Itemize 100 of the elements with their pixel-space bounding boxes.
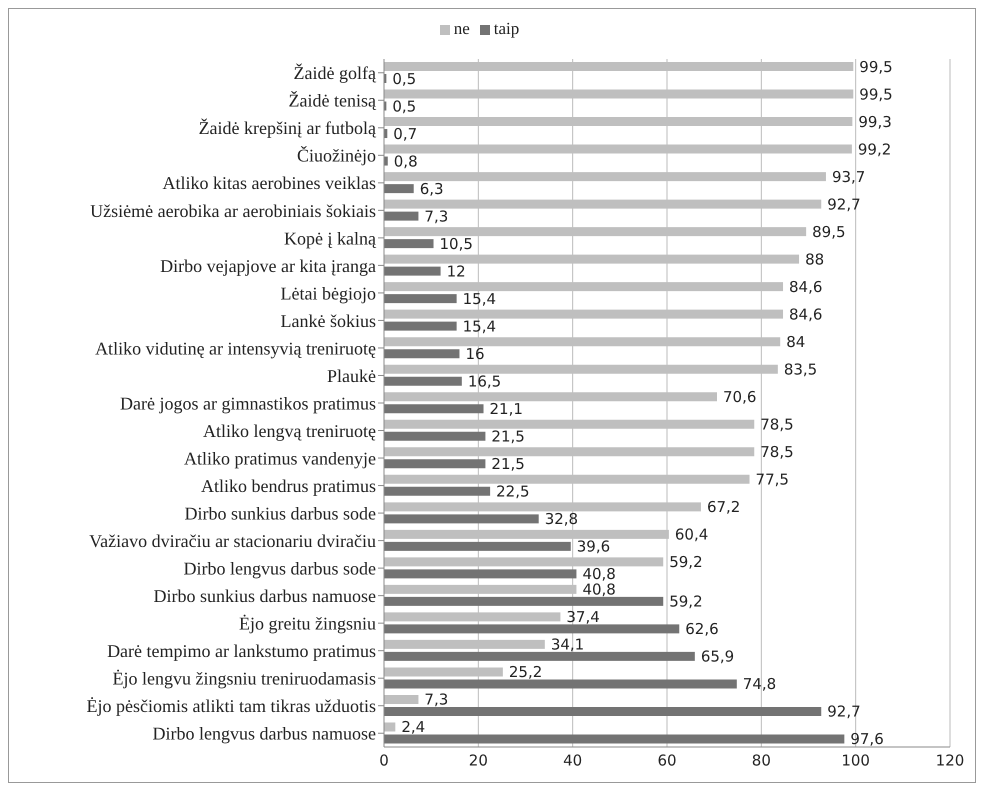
data-label: 99,2	[858, 140, 892, 158]
y-tick-label: Žaidė krepšinį ar futbolą	[198, 118, 378, 138]
data-label: 89,5	[812, 222, 846, 241]
data-label: 16,5	[468, 372, 502, 390]
y-tick-label: Važiavo dviračiu ar stacionariu dviračiu	[89, 530, 376, 551]
legend-label: ne	[454, 19, 470, 38]
bar	[384, 706, 822, 716]
y-tick-label: Atliko vidutinę ar intensyvią treniruotę	[95, 338, 376, 358]
data-label: 34,1	[550, 636, 584, 654]
data-label: 70,6	[722, 388, 756, 406]
data-label: 37,4	[566, 608, 600, 626]
data-label: 21,1	[490, 400, 523, 418]
y-tick-label: Plaukė	[327, 366, 376, 386]
data-label: 99,3	[858, 112, 892, 131]
y-tick-label: Dirbo lengvus darbus namuose	[152, 724, 376, 744]
y-tick-label: Dirbo lengvus darbus sode	[184, 558, 376, 579]
bar	[384, 596, 664, 606]
bar	[384, 569, 576, 578]
data-label: 84,6	[789, 305, 822, 324]
data-label: 21,5	[491, 455, 525, 474]
y-tick-label: Darė tempimo ar lankstumo pratimus	[107, 641, 376, 662]
y-tick-label: Kopė į kalną	[284, 228, 378, 248]
data-label: 97,6	[850, 730, 884, 748]
data-label: 16	[465, 344, 485, 363]
y-tick-label: Ėjo greitu žingsniu	[239, 614, 376, 634]
y-tick-label: Darė jogos ar gimnastikos pratimus	[120, 393, 376, 414]
x-tick-label: 0	[379, 752, 389, 770]
y-tick-label: Lėtai bėgiojo	[280, 283, 376, 304]
data-label: 0,5	[392, 97, 416, 116]
data-label: 7,3	[424, 690, 448, 709]
data-label: 0,7	[393, 124, 418, 143]
bar	[384, 722, 396, 732]
data-label: 6,3	[420, 180, 444, 198]
y-tick-label: Ėjo lengvu žingsniu treniruodamasis	[112, 668, 376, 689]
data-label: 15,4	[462, 290, 496, 308]
data-label: 2,4	[401, 718, 426, 736]
x-tick-label: 100	[841, 752, 870, 770]
bar	[384, 349, 460, 358]
bar	[384, 432, 486, 441]
legend-label: taip	[494, 19, 520, 38]
bar	[384, 459, 486, 468]
bar	[384, 624, 680, 634]
x-tick-label: 80	[752, 752, 771, 770]
y-tick-label: Atliko kitas aerobines veiklas	[162, 173, 376, 194]
y-tick-label: Atliko bendrus pratimus	[201, 476, 376, 496]
y-tick-label: Lankė šokius	[280, 310, 376, 331]
data-label: 0,8	[394, 152, 418, 170]
data-label: 88	[805, 250, 824, 268]
data-label: 92,7	[827, 195, 861, 214]
data-label: 74,8	[742, 675, 776, 694]
data-label: 10,5	[440, 234, 473, 253]
bar	[384, 694, 418, 704]
y-tick-label: Dirbo vejapjove ar kita įranga	[160, 256, 376, 276]
bar	[384, 212, 418, 221]
y-tick-label: Žaidė tenisą	[288, 90, 377, 111]
y-tick-label: Atliko pratimus vandenyje	[184, 448, 376, 468]
y-tick-label: Ėjo pėsčiomis atlikti tam tikras užduotis	[86, 696, 376, 716]
bar	[384, 679, 737, 688]
data-label: 15,4	[462, 317, 496, 336]
y-tick-label: Dirbo sunkius darbus namuose	[154, 586, 376, 606]
data-label: 32,8	[544, 510, 578, 528]
data-label: 92,7	[827, 702, 861, 721]
data-label: 0,5	[392, 70, 416, 88]
bar	[384, 652, 695, 661]
data-label: 60,4	[674, 526, 708, 544]
y-tick-label: Užsiėmė aerobika ar aerobiniais šokiais	[90, 200, 376, 221]
data-label: 22,5	[496, 482, 530, 501]
data-label: 39,6	[576, 538, 610, 556]
bar	[384, 184, 414, 194]
bar	[384, 542, 571, 551]
bar	[384, 266, 441, 276]
data-label: 7,3	[424, 207, 448, 226]
bar	[384, 156, 388, 166]
bar	[384, 376, 462, 386]
data-label: 12	[446, 262, 466, 280]
x-tick-label: 20	[468, 752, 488, 770]
y-tick-label: Čiuožinėjo	[297, 146, 376, 166]
x-tick-label: 60	[657, 752, 677, 770]
bar	[384, 734, 844, 744]
data-label: 78,5	[760, 443, 794, 462]
data-label: 99,5	[859, 58, 893, 76]
x-tick-label: 120	[936, 752, 964, 770]
bar	[384, 322, 457, 331]
data-label: 62,6	[685, 620, 719, 638]
y-tick-label: Dirbo sunkius darbus sode	[184, 503, 376, 524]
bar	[384, 486, 490, 496]
data-label: 77,5	[756, 470, 789, 489]
data-label: 93,7	[832, 168, 866, 186]
data-label: 83,5	[784, 360, 818, 378]
data-label: 99,5	[859, 85, 893, 104]
data-label: 25,2	[508, 663, 542, 682]
y-tick-label: Žaidė golfą	[294, 63, 377, 84]
y-tick-label: Atliko lengvą treniruotę	[203, 420, 376, 441]
bar	[384, 129, 388, 138]
data-label: 84,6	[789, 278, 822, 296]
x-tick-label: 40	[563, 752, 582, 770]
data-label: 40,8	[582, 565, 616, 584]
data-label: 65,9	[700, 648, 734, 666]
data-label: 21,5	[491, 428, 525, 446]
data-label: 59,2	[669, 553, 703, 572]
